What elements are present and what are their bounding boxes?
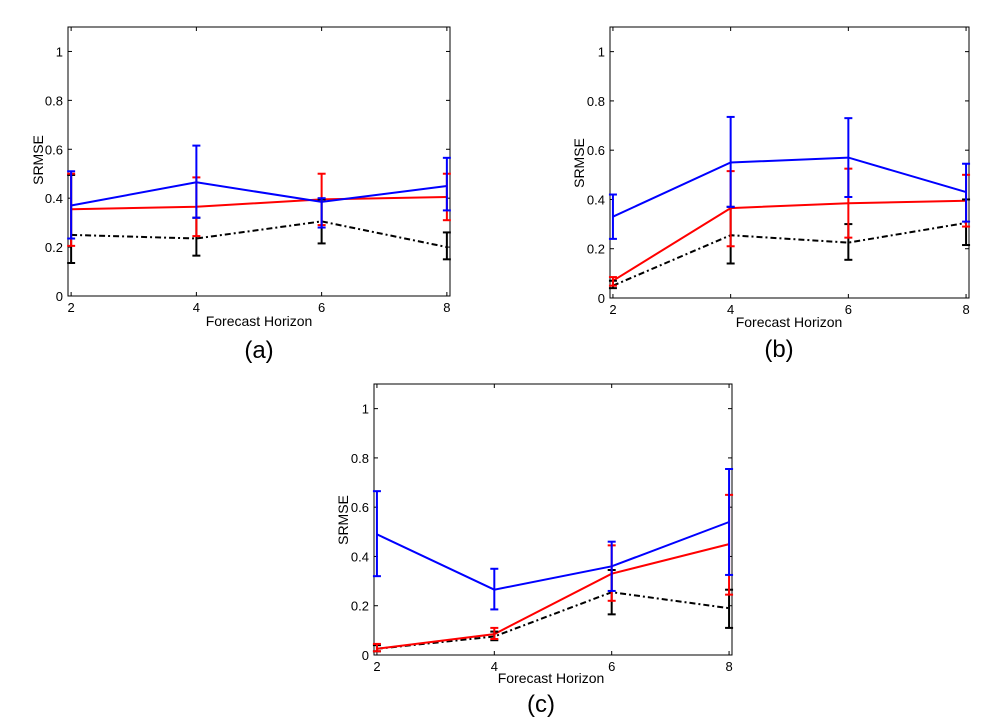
series-line-red (71, 196, 447, 211)
y-axis-label: SRMSE (571, 138, 587, 188)
plot-frame (67, 26, 451, 297)
y-axis-label: SRMSE (335, 495, 351, 545)
x-axis-label: Forecast Horizon (736, 314, 843, 330)
y-axis-label: SRMSE (30, 135, 46, 185)
y-tick-label: 1 (362, 402, 369, 417)
y-tick-label: 0.2 (45, 240, 63, 255)
x-tick-label: 8 (725, 659, 732, 674)
series-line-black (612, 221, 967, 287)
y-tick-label: 0.2 (587, 242, 605, 257)
y-tick-label: 0.4 (587, 192, 605, 207)
series-line-red (612, 199, 967, 282)
x-tick-label: 4 (193, 300, 200, 315)
mark-group (67, 144, 451, 264)
chart-panel-c: 2 4 6 8 0 0.2 0.4 0.6 0.8 1 SRMSE Forecast Horizo… (335, 383, 734, 718)
series-line-blue (70, 181, 448, 207)
series-line-blue (376, 521, 730, 591)
tick-group: 2 4 6 8 0 0.2 0.4 0.6 0.8 1 (45, 27, 450, 315)
series-line-blue (612, 156, 967, 218)
x-axis-label: Forecast Horizon (206, 313, 313, 329)
x-axis-label: Forecast Horizon (498, 670, 605, 686)
x-tick-label: 6 (845, 302, 852, 317)
x-tick-label: 8 (443, 300, 450, 315)
x-tick-label: 4 (491, 659, 498, 674)
y-tick-label: 0.8 (587, 94, 605, 109)
tick-group: 2 4 6 8 0 0.2 0.4 0.6 0.8 1 (351, 384, 733, 674)
mark-group (372, 467, 734, 653)
y-tick-label: 0.2 (351, 599, 369, 614)
x-tick-label: 6 (318, 300, 325, 315)
x-tick-label: 6 (608, 659, 615, 674)
y-tick-label: 0.8 (351, 451, 369, 466)
chart-panel-b: 2 4 6 8 0 0.2 0.4 0.6 0.8 1 SRMSE Forecast Horizo… (571, 26, 971, 363)
y-tick-label: 0 (56, 289, 63, 304)
x-tick-label: 4 (727, 302, 734, 317)
y-tick-label: 0.6 (351, 500, 369, 515)
plot-frame (373, 383, 733, 656)
y-tick-label: 0 (598, 291, 605, 306)
x-tick-label: 8 (962, 302, 969, 317)
y-tick-label: 0.8 (45, 93, 63, 108)
series-line-black (71, 220, 448, 249)
chart-panel-a: 2 4 6 8 0 0.2 0.4 0.6 0.8 1 SRMSE Forecast Horizo… (30, 26, 451, 364)
mark-group (608, 115, 971, 290)
y-tick-label: 1 (598, 45, 605, 60)
x-tick-label: 2 (609, 302, 616, 317)
panel-label: (b) (764, 336, 793, 363)
tick-group: 2 4 6 8 0 0.2 0.4 0.6 0.8 1 (587, 27, 970, 317)
y-tick-label: 0.4 (351, 549, 369, 564)
y-tick-label: 1 (56, 44, 63, 59)
y-tick-label: 0.6 (587, 143, 605, 158)
panel-label: (a) (244, 337, 273, 364)
y-tick-label: 0 (362, 648, 369, 663)
y-tick-label: 0.4 (45, 191, 63, 206)
series-line-red (376, 543, 730, 650)
plot-frame (609, 26, 970, 299)
series-line-black (376, 591, 730, 650)
panel-label: (c) (527, 691, 555, 718)
x-tick-label: 2 (68, 300, 75, 315)
y-tick-label: 0.6 (45, 142, 63, 157)
x-tick-label: 2 (373, 659, 380, 674)
